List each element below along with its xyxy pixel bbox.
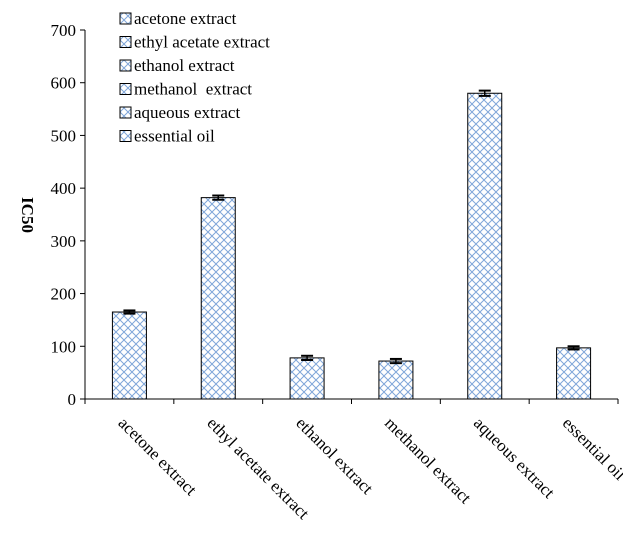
- y-tick-label: 600: [51, 74, 77, 93]
- y-tick-label: 500: [51, 126, 77, 145]
- x-tick-label: acetone extract: [115, 413, 201, 499]
- legend-label: aqueous extract: [134, 103, 240, 122]
- bars: [111, 89, 592, 400]
- legend-item: ethanol extract: [119, 56, 235, 75]
- x-tick-label: methanol extract: [381, 413, 475, 507]
- error-bar: [301, 354, 314, 361]
- error-bar: [212, 194, 225, 201]
- legend-swatch: [119, 36, 132, 48]
- legend-swatch: [119, 12, 132, 25]
- legend-label: methanol extract: [134, 80, 252, 99]
- y-tick-label: 400: [51, 179, 77, 198]
- legend-label: essential oil: [134, 127, 215, 146]
- x-tick-label: aqueous extract: [470, 413, 559, 502]
- legend-swatch: [119, 83, 132, 95]
- bar-methanol-extract: [378, 360, 414, 400]
- bar-ethanol-extract: [289, 357, 325, 400]
- legend-swatch: [119, 106, 132, 119]
- y-tick-label: 200: [51, 285, 77, 304]
- error-bar: [567, 345, 580, 351]
- bar-ethyl-acetate-extract: [200, 197, 236, 400]
- legend-item: methanol extract: [119, 80, 252, 99]
- y-tick-label: 700: [51, 21, 77, 40]
- legend-label: acetone extract: [134, 9, 237, 28]
- legend-item: essential oil: [119, 127, 215, 146]
- error-bar: [389, 357, 402, 365]
- y-tick-label: 0: [68, 390, 77, 409]
- legend-item: ethyl acetate extract: [119, 33, 270, 52]
- bar-acetone-extract: [111, 311, 147, 400]
- legend-label: ethanol extract: [134, 56, 235, 75]
- bar-aqueous-extract: [467, 92, 503, 400]
- y-tick-label: 100: [51, 337, 77, 356]
- legend-label: ethyl acetate extract: [134, 33, 270, 52]
- x-tick-label: ethanol extract: [292, 413, 377, 498]
- bar-essential-oil: [556, 347, 592, 400]
- error-bar: [478, 89, 491, 97]
- y-axis-label: IC50: [18, 197, 37, 233]
- error-bar: [123, 309, 136, 315]
- legend-item: acetone extract: [119, 9, 237, 28]
- x-tick-label: essential oil: [559, 413, 623, 484]
- legend-item: aqueous extract: [119, 103, 240, 122]
- legend-swatch: [119, 59, 132, 72]
- legend-swatch: [119, 130, 132, 142]
- y-tick-label: 300: [51, 232, 77, 251]
- legend: acetone extract ethyl acetate extract etha…: [119, 9, 270, 146]
